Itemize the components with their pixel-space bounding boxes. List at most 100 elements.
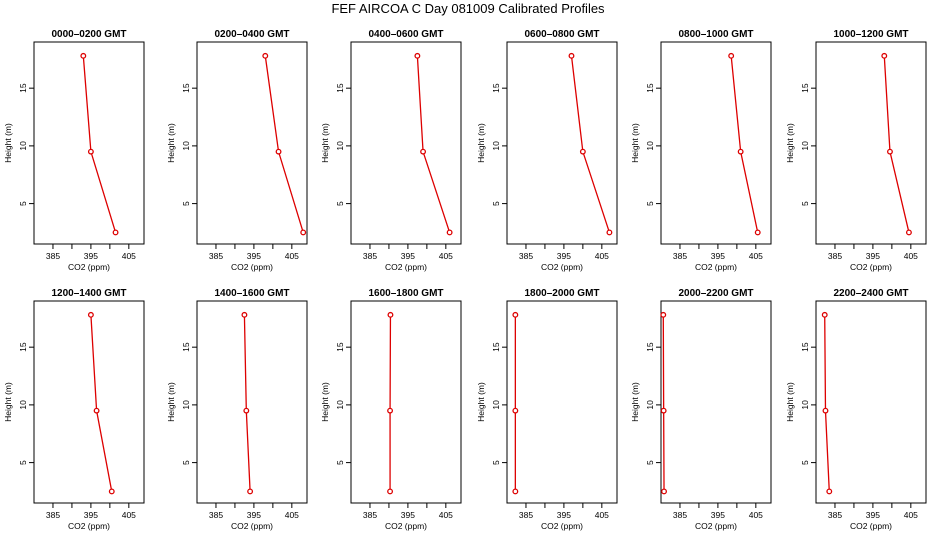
x-tick-label: 395 <box>247 510 261 520</box>
co2-data-point <box>108 488 115 495</box>
x-tick-label: 405 <box>439 510 453 520</box>
co2-data-point <box>387 488 394 495</box>
x-tick-label: 405 <box>285 251 299 261</box>
co2-data-point <box>241 311 248 318</box>
panel-2200-2400-gmt: 2200–2400 GMT 385 395 405 5 10 15 CO2 (ppm) Heig… <box>785 288 927 531</box>
co2-profile-line <box>243 314 251 492</box>
x-axis-label: CO2 (ppm) <box>541 521 583 531</box>
co2-data-point <box>93 407 100 414</box>
x-tick-label: 405 <box>439 251 453 261</box>
y-axis-label: Height (m) <box>476 382 486 422</box>
x-tick-label: 405 <box>904 510 918 520</box>
panel-1000-1200-gmt: 1000–1200 GMT 385 395 405 5 10 15 CO2 (ppm) Heig… <box>785 29 927 272</box>
panel-2000-2200-gmt: 2000–2200 GMT 385 395 405 5 10 15 CO2 (ppm) Heig… <box>630 288 772 531</box>
y-tick-label: 15 <box>645 342 655 352</box>
x-axis-label: CO2 (ppm) <box>541 262 583 272</box>
y-tick-label: 10 <box>491 400 501 410</box>
x-tick-label: 385 <box>46 251 60 261</box>
x-axis-label: CO2 (ppm) <box>695 262 737 272</box>
y-tick-label: 15 <box>335 83 345 93</box>
x-axis-label: CO2 (ppm) <box>695 521 737 531</box>
y-tick-label: 10 <box>800 400 810 410</box>
y-tick-label: 5 <box>645 460 655 465</box>
co2-data-point <box>275 148 282 155</box>
y-tick-label: 5 <box>491 201 501 206</box>
co2-data-point <box>446 229 453 236</box>
y-tick-label: 15 <box>181 342 191 352</box>
co2-data-point <box>420 148 427 155</box>
panel-title: 1000–1200 GMT <box>833 29 908 40</box>
x-tick-label: 405 <box>595 251 609 261</box>
y-tick-label: 15 <box>491 83 501 93</box>
co2-data-point <box>579 148 586 155</box>
y-axis-label: Height (m) <box>630 382 640 422</box>
plot-frame <box>815 41 927 245</box>
x-axis-label: CO2 (ppm) <box>385 262 427 272</box>
figure-title: FEF AIRCOA C Day 081009 Calibrated Profi… <box>331 1 605 16</box>
x-axis-label: CO2 (ppm) <box>68 521 110 531</box>
y-tick-label: 5 <box>800 460 810 465</box>
x-tick-label: 385 <box>209 251 223 261</box>
co2-profile-line <box>264 55 304 233</box>
plot-frame <box>660 41 772 245</box>
x-tick-label: 405 <box>904 251 918 261</box>
panel-0800-1000-gmt: 0800–1000 GMT 385 395 405 5 10 15 CO2 (ppm) Heig… <box>630 29 772 272</box>
co2-data-point <box>821 311 828 318</box>
panel-1200-1400-gmt: 1200–1400 GMT 385 395 405 5 10 15 CO2 (ppm) Heig… <box>3 288 145 531</box>
co2-data-point <box>414 52 421 59</box>
x-tick-label: 385 <box>209 510 223 520</box>
co2-data-point <box>728 52 735 59</box>
co2-profile-line <box>824 314 830 492</box>
y-tick-label: 5 <box>18 201 28 206</box>
x-tick-label: 385 <box>673 510 687 520</box>
x-tick-label: 395 <box>557 251 571 261</box>
x-tick-label: 385 <box>673 251 687 261</box>
co2-profile-line <box>883 55 910 233</box>
panel-1800-2000-gmt: 1800–2000 GMT 385 395 405 5 10 15 CO2 (ppm) Heig… <box>476 288 618 531</box>
y-tick-label: 10 <box>800 141 810 151</box>
x-axis-label: CO2 (ppm) <box>231 521 273 531</box>
panel-title: 0200–0400 GMT <box>214 29 289 40</box>
y-axis-label: Height (m) <box>785 123 795 163</box>
y-axis-label: Height (m) <box>476 123 486 163</box>
plot-frame <box>660 300 772 504</box>
x-tick-label: 395 <box>401 251 415 261</box>
y-axis-label: Height (m) <box>785 382 795 422</box>
panel-title: 1800–2000 GMT <box>524 288 599 299</box>
x-tick-label: 385 <box>519 251 533 261</box>
x-axis-label: CO2 (ppm) <box>850 262 892 272</box>
y-tick-label: 10 <box>491 141 501 151</box>
x-tick-label: 395 <box>84 251 98 261</box>
x-axis-label: CO2 (ppm) <box>385 521 427 531</box>
y-axis-label: Height (m) <box>166 123 176 163</box>
y-tick-label: 15 <box>800 83 810 93</box>
co2-data-point <box>387 311 394 318</box>
y-axis-label: Height (m) <box>320 382 330 422</box>
y-tick-label: 15 <box>18 342 28 352</box>
co2-data-point <box>112 229 119 236</box>
y-tick-label: 5 <box>181 460 191 465</box>
co2-data-point <box>300 229 307 236</box>
y-tick-label: 10 <box>18 400 28 410</box>
y-tick-label: 10 <box>645 141 655 151</box>
plot-frame <box>506 41 618 245</box>
panel-title: 1400–1600 GMT <box>214 288 289 299</box>
x-tick-label: 385 <box>46 510 60 520</box>
y-tick-label: 10 <box>645 400 655 410</box>
y-tick-label: 15 <box>335 342 345 352</box>
x-tick-label: 405 <box>122 251 136 261</box>
y-tick-label: 5 <box>18 460 28 465</box>
co2-data-point <box>512 311 519 318</box>
y-tick-label: 10 <box>335 141 345 151</box>
x-axis-label: CO2 (ppm) <box>850 521 892 531</box>
plot-frame <box>33 300 145 504</box>
x-tick-label: 395 <box>401 510 415 520</box>
x-tick-label: 395 <box>247 251 261 261</box>
y-tick-label: 10 <box>181 400 191 410</box>
y-tick-label: 5 <box>645 201 655 206</box>
x-tick-label: 395 <box>711 251 725 261</box>
co2-data-point <box>512 488 519 495</box>
co2-data-point <box>247 488 254 495</box>
panel-0200-0400-gmt: 0200–0400 GMT 385 395 405 5 10 15 CO2 (ppm) Heig… <box>166 29 308 272</box>
